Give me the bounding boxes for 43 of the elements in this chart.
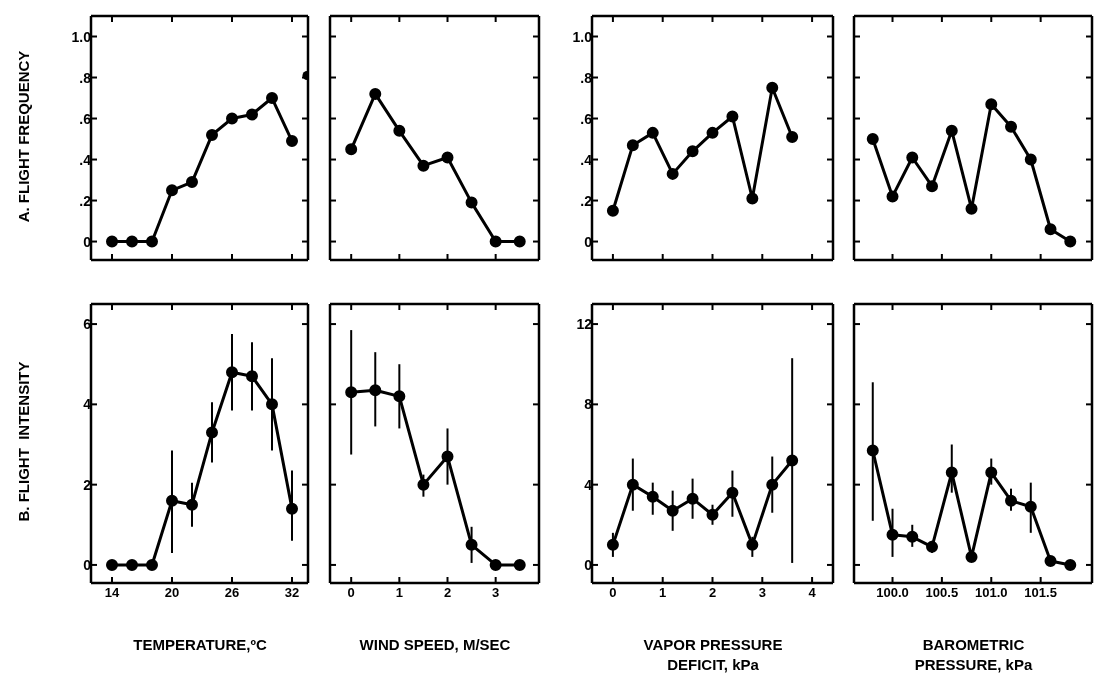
y-tick-label: .8 [580,69,593,86]
x-tick-label: 0 [609,585,617,600]
y-tick-label: .4 [580,151,593,168]
y-tick-label: 4 [584,476,593,493]
y-tick-label: 2 [83,476,92,493]
y-axis-title: B. FLIGHT INTENSITY [14,360,32,524]
x-tick-label: 2 [443,585,452,600]
y-axis-title: A. FLIGHT FREQUENCY [14,49,32,224]
y-tick-label: 0 [83,233,92,250]
y-tick-label: .6 [79,110,92,127]
x-tick-label: 101.0 [975,585,1008,600]
x-tick-label: 0 [347,585,355,600]
x-tick-label: 26 [224,585,240,600]
x-tick-label: 101.5 [1024,585,1057,600]
x-tick-label: 32 [284,585,300,600]
y-tick-label: .2 [580,192,593,209]
y-tick-label: 0 [584,233,593,250]
x-tick-label: 2 [708,585,717,600]
x-tick-label: 14 [104,585,120,600]
y-tick-label: 6 [83,316,92,333]
x-tick-label: 100.0 [876,585,909,600]
y-tick-label: 0 [83,556,92,573]
y-tick-label: 4 [83,396,92,413]
x-tick-label: 3 [758,585,766,600]
y-tick-label: 0 [584,556,593,573]
x-tick-label: 1 [659,585,667,600]
y-tick-label: .6 [580,110,593,127]
y-tick-label: 1.0 [71,28,92,45]
x-tick-label: 20 [164,585,180,600]
y-tick-label: 12 [576,316,593,333]
x-tick-label: 100.5 [925,585,959,600]
y-tick-label: .4 [79,151,92,168]
x-axis-title: VAPOR PRESSURE DEFICIT, kPa [642,635,784,675]
y-tick-label: 8 [584,396,593,413]
x-tick-label: 4 [808,585,817,600]
x-axis-title: TEMPERATURE,ºC [132,635,268,655]
x-axis-title: BAROMETRIC PRESSURE, kPa [913,635,1034,675]
x-tick-label: 1 [395,585,403,600]
y-tick-label: 1.0 [572,28,593,45]
x-tick-label: 3 [492,585,500,600]
x-axis-title: WIND SPEED, M/SEC [358,635,512,655]
y-tick-label: .8 [79,69,92,86]
y-tick-label: .2 [79,192,92,209]
